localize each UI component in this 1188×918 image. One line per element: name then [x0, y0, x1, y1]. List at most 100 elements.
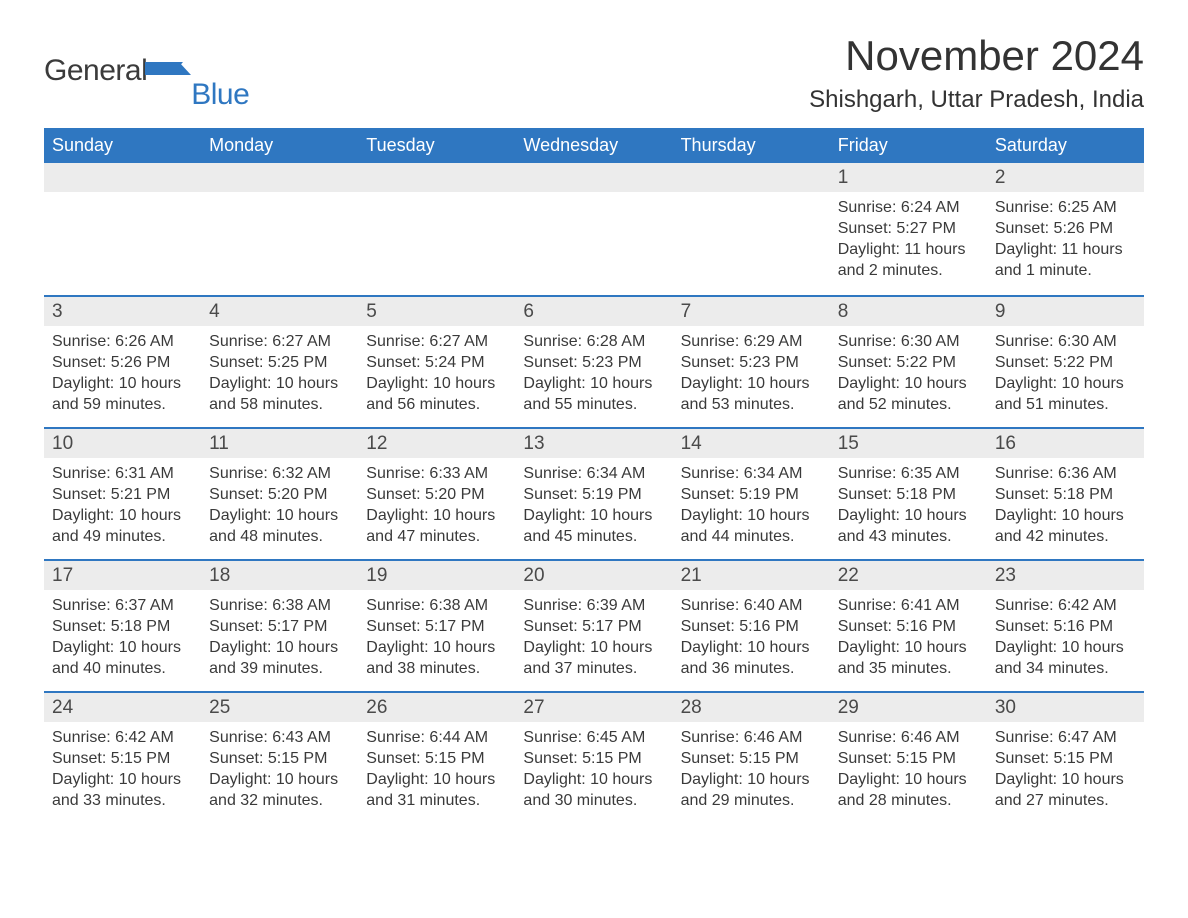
day-of-week-header: SundayMondayTuesdayWednesdayThursdayFrid…	[44, 128, 1144, 163]
day-sunset: Sunset: 5:21 PM	[52, 484, 193, 505]
day-sunrise: Sunrise: 6:33 AM	[366, 463, 507, 484]
day-number: 8	[830, 297, 987, 326]
day-day2: and 31 minutes.	[366, 790, 507, 811]
day-number: 24	[44, 693, 201, 722]
day-sunset: Sunset: 5:19 PM	[681, 484, 822, 505]
day-day1: Daylight: 10 hours	[52, 637, 193, 658]
calendar-day-cell: 26Sunrise: 6:44 AMSunset: 5:15 PMDayligh…	[358, 693, 515, 823]
day-sunset: Sunset: 5:15 PM	[681, 748, 822, 769]
day-number: 30	[987, 693, 1144, 722]
day-day1: Daylight: 10 hours	[366, 505, 507, 526]
day-sunrise: Sunrise: 6:41 AM	[838, 595, 979, 616]
day-sunrise: Sunrise: 6:46 AM	[838, 727, 979, 748]
dow-cell: Thursday	[673, 128, 830, 163]
calendar-day-cell: 21Sunrise: 6:40 AMSunset: 5:16 PMDayligh…	[673, 561, 830, 691]
calendar-day-cell: 13Sunrise: 6:34 AMSunset: 5:19 PMDayligh…	[515, 429, 672, 559]
day-day1: Daylight: 10 hours	[209, 373, 350, 394]
calendar-day-cell: 29Sunrise: 6:46 AMSunset: 5:15 PMDayligh…	[830, 693, 987, 823]
dow-cell: Tuesday	[358, 128, 515, 163]
day-day1: Daylight: 11 hours	[995, 239, 1136, 260]
day-sunrise: Sunrise: 6:32 AM	[209, 463, 350, 484]
calendar-week: 3Sunrise: 6:26 AMSunset: 5:26 PMDaylight…	[44, 295, 1144, 427]
day-sunrise: Sunrise: 6:42 AM	[52, 727, 193, 748]
day-sunrise: Sunrise: 6:39 AM	[523, 595, 664, 616]
calendar-day-cell: 24Sunrise: 6:42 AMSunset: 5:15 PMDayligh…	[44, 693, 201, 823]
day-sunset: Sunset: 5:23 PM	[681, 352, 822, 373]
day-day2: and 43 minutes.	[838, 526, 979, 547]
calendar-day-cell	[673, 163, 830, 295]
day-day2: and 44 minutes.	[681, 526, 822, 547]
day-sunrise: Sunrise: 6:29 AM	[681, 331, 822, 352]
day-sunset: Sunset: 5:27 PM	[838, 218, 979, 239]
day-day1: Daylight: 10 hours	[366, 373, 507, 394]
calendar-day-cell: 1Sunrise: 6:24 AMSunset: 5:27 PMDaylight…	[830, 163, 987, 295]
day-sunrise: Sunrise: 6:44 AM	[366, 727, 507, 748]
calendar-day-cell: 18Sunrise: 6:38 AMSunset: 5:17 PMDayligh…	[201, 561, 358, 691]
day-day1: Daylight: 10 hours	[209, 769, 350, 790]
calendar-day-cell: 8Sunrise: 6:30 AMSunset: 5:22 PMDaylight…	[830, 297, 987, 427]
day-sunset: Sunset: 5:26 PM	[52, 352, 193, 373]
day-number: 20	[515, 561, 672, 590]
day-day1: Daylight: 10 hours	[995, 505, 1136, 526]
day-sunrise: Sunrise: 6:34 AM	[681, 463, 822, 484]
day-sunset: Sunset: 5:16 PM	[995, 616, 1136, 637]
day-day2: and 36 minutes.	[681, 658, 822, 679]
day-day2: and 32 minutes.	[209, 790, 350, 811]
day-day2: and 42 minutes.	[995, 526, 1136, 547]
calendar-day-cell: 7Sunrise: 6:29 AMSunset: 5:23 PMDaylight…	[673, 297, 830, 427]
day-day1: Daylight: 10 hours	[52, 373, 193, 394]
title-block: November 2024 Shishgarh, Uttar Pradesh, …	[809, 32, 1144, 114]
day-number: 14	[673, 429, 830, 458]
day-sunset: Sunset: 5:23 PM	[523, 352, 664, 373]
page-header: General Blue November 2024 Shishgarh, Ut…	[44, 32, 1144, 114]
day-day2: and 49 minutes.	[52, 526, 193, 547]
calendar-day-cell: 3Sunrise: 6:26 AMSunset: 5:26 PMDaylight…	[44, 297, 201, 427]
calendar-day-cell: 20Sunrise: 6:39 AMSunset: 5:17 PMDayligh…	[515, 561, 672, 691]
day-sunrise: Sunrise: 6:40 AM	[681, 595, 822, 616]
day-day2: and 58 minutes.	[209, 394, 350, 415]
day-sunrise: Sunrise: 6:26 AM	[52, 331, 193, 352]
day-day2: and 45 minutes.	[523, 526, 664, 547]
day-day2: and 59 minutes.	[52, 394, 193, 415]
day-number: 11	[201, 429, 358, 458]
day-sunset: Sunset: 5:18 PM	[995, 484, 1136, 505]
location-subtitle: Shishgarh, Uttar Pradesh, India	[809, 86, 1144, 114]
day-sunset: Sunset: 5:22 PM	[995, 352, 1136, 373]
day-day1: Daylight: 10 hours	[209, 637, 350, 658]
day-day1: Daylight: 11 hours	[838, 239, 979, 260]
day-number: 25	[201, 693, 358, 722]
day-sunset: Sunset: 5:15 PM	[523, 748, 664, 769]
day-sunrise: Sunrise: 6:34 AM	[523, 463, 664, 484]
day-sunrise: Sunrise: 6:37 AM	[52, 595, 193, 616]
day-number: 9	[987, 297, 1144, 326]
day-day2: and 51 minutes.	[995, 394, 1136, 415]
day-number: 27	[515, 693, 672, 722]
day-number: 1	[830, 163, 987, 192]
day-day1: Daylight: 10 hours	[681, 373, 822, 394]
calendar-day-cell: 23Sunrise: 6:42 AMSunset: 5:16 PMDayligh…	[987, 561, 1144, 691]
day-sunrise: Sunrise: 6:45 AM	[523, 727, 664, 748]
calendar-day-cell: 12Sunrise: 6:33 AMSunset: 5:20 PMDayligh…	[358, 429, 515, 559]
calendar-day-cell	[515, 163, 672, 295]
day-sunrise: Sunrise: 6:30 AM	[838, 331, 979, 352]
day-sunrise: Sunrise: 6:42 AM	[995, 595, 1136, 616]
day-day2: and 40 minutes.	[52, 658, 193, 679]
day-number: 19	[358, 561, 515, 590]
calendar-day-cell	[358, 163, 515, 295]
calendar-day-cell: 25Sunrise: 6:43 AMSunset: 5:15 PMDayligh…	[201, 693, 358, 823]
day-day2: and 33 minutes.	[52, 790, 193, 811]
dow-cell: Friday	[830, 128, 987, 163]
day-number: 13	[515, 429, 672, 458]
day-day1: Daylight: 10 hours	[681, 505, 822, 526]
day-sunrise: Sunrise: 6:31 AM	[52, 463, 193, 484]
day-day2: and 37 minutes.	[523, 658, 664, 679]
day-sunrise: Sunrise: 6:27 AM	[366, 331, 507, 352]
brand-word2: Blue	[191, 78, 249, 112]
calendar-week: 1Sunrise: 6:24 AMSunset: 5:27 PMDaylight…	[44, 163, 1144, 295]
day-day2: and 28 minutes.	[838, 790, 979, 811]
day-number	[201, 163, 358, 192]
calendar-day-cell: 22Sunrise: 6:41 AMSunset: 5:16 PMDayligh…	[830, 561, 987, 691]
day-day2: and 27 minutes.	[995, 790, 1136, 811]
day-day1: Daylight: 10 hours	[838, 505, 979, 526]
day-sunset: Sunset: 5:24 PM	[366, 352, 507, 373]
